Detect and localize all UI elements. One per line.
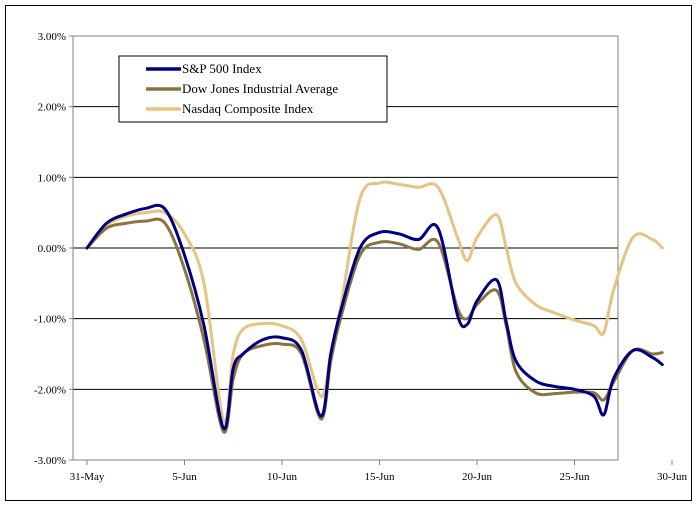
- legend-label-nasdaq: Nasdaq Composite Index: [182, 101, 314, 116]
- grid-lines: [73, 106, 618, 390]
- x-tick-label: 25-Jun: [560, 471, 590, 483]
- x-axis: 31-May 5-Jun 10-Jun 15-Jun 20-Jun 25-Jun 30-Ju…: [70, 459, 687, 483]
- series-line-dow: [85, 217, 664, 434]
- x-tick-label: 15-Jun: [365, 471, 395, 483]
- y-tick-label: 0.00%: [38, 243, 66, 255]
- x-tick-label: 31-May: [70, 471, 105, 483]
- y-tick-label: 1.00%: [38, 172, 66, 184]
- legend-label-dow: Dow Jones Industrial Average: [182, 81, 338, 96]
- series-layer: [85, 180, 664, 434]
- y-tick-label: -1.00%: [34, 314, 66, 326]
- x-tick-label: 5-Jun: [172, 471, 197, 483]
- y-tick-label: 2.00%: [38, 102, 66, 114]
- y-tick-label: -3.00%: [34, 455, 66, 467]
- x-tick-label: 20-Jun: [462, 471, 492, 483]
- legend-label-sp500: S&P 500 Index: [182, 61, 262, 76]
- y-axis: 3.00% 2.00% 1.00% 0.00% -1.00% -2.00% -3.00%: [34, 31, 73, 467]
- series-line-sp500: [85, 203, 664, 430]
- series-line-nasdaq: [85, 180, 664, 424]
- x-tick-label: 30-Jun: [657, 471, 687, 483]
- x-tick-label: 10-Jun: [267, 471, 297, 483]
- legend: S&P 500 Index Dow Jones Industrial Avera…: [118, 55, 388, 123]
- y-tick-label: 3.00%: [38, 31, 66, 43]
- y-tick-label: -2.00%: [34, 384, 66, 396]
